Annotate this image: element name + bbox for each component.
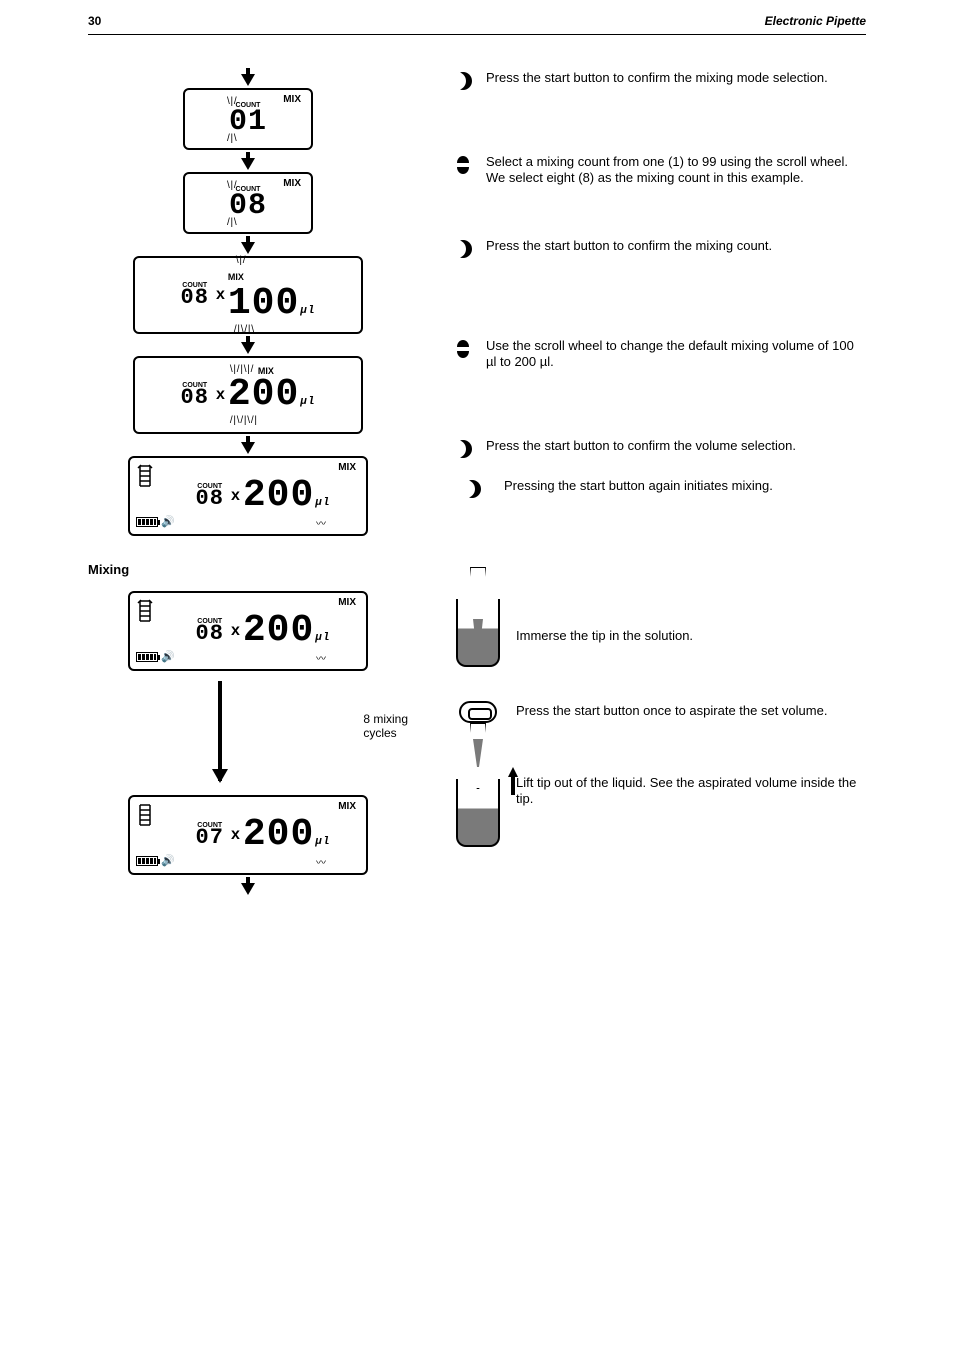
tip-icon: 〰 xyxy=(316,515,326,530)
step-text: Lift tip out of the liquid. See the aspi… xyxy=(516,775,866,808)
cycle-count-label: 8 mixing cycles xyxy=(363,712,408,740)
lcd-mixing-08: 🔊 MIX COUNT 08 x 200µl 〰 xyxy=(128,591,368,671)
sound-icon: 🔊 xyxy=(161,650,175,663)
start-button-icon xyxy=(463,480,481,498)
start-button-icon xyxy=(454,440,472,458)
header-product-label: Electronic Pipette xyxy=(765,14,866,28)
piston-indicator-icon xyxy=(136,599,154,629)
sound-icon: 🔊 xyxy=(161,515,175,528)
mix-label: MIX xyxy=(283,94,301,105)
arrow-down-icon xyxy=(241,342,255,354)
multiply-icon: x xyxy=(216,386,225,404)
count-value: 01 xyxy=(229,107,267,137)
count-value: 08 xyxy=(196,623,224,645)
step-text: Press the start button once to aspirate … xyxy=(516,703,866,719)
mix-label: MIX xyxy=(228,272,244,282)
start-button-icon xyxy=(454,72,472,90)
battery-icon xyxy=(136,652,158,662)
volume-value: 200µl xyxy=(243,816,331,854)
page-number: 30 xyxy=(88,14,101,28)
multiply-icon: x xyxy=(231,622,240,640)
arrow-down-icon xyxy=(241,74,255,86)
volume-value: 200µl xyxy=(243,477,331,515)
step-text: Use the scroll wheel to change the defau… xyxy=(486,338,866,371)
lcd-mix-count-08: MIX \ | / COUNT 08 / | \ xyxy=(183,172,313,234)
lcd-08x200-ready: 🔊 MIX COUNT 08 x 200µl 〰 xyxy=(128,456,368,536)
mix-label: MIX xyxy=(338,462,356,473)
mix-label: MIX xyxy=(258,366,306,376)
step-text: Immerse the tip in the solution. xyxy=(516,628,866,644)
volume-value: 200µl xyxy=(243,612,331,650)
tube-lifted-icon xyxy=(456,779,500,847)
count-value: 08 xyxy=(181,287,209,309)
arrow-down-icon xyxy=(241,883,255,895)
scroll-wheel-icon xyxy=(454,156,472,174)
multiply-icon: x xyxy=(231,826,240,844)
lcd-mix-count-01: MIX \ | / COUNT 01 / | \ xyxy=(183,88,313,150)
count-value: 07 xyxy=(196,827,224,849)
count-value: 08 xyxy=(229,191,267,221)
count-value: 08 xyxy=(196,488,224,510)
piston-indicator-icon xyxy=(136,803,154,833)
battery-icon xyxy=(136,517,158,527)
header-rule xyxy=(88,34,866,35)
step-text: Press the start button to confirm the mi… xyxy=(486,70,866,86)
lcd-mixing-07: 🔊 MIX COUNT 07 x 200µl 〰 xyxy=(128,795,368,875)
step-text: Press the start button to confirm the vo… xyxy=(486,438,866,454)
mix-label: MIX xyxy=(338,801,356,812)
count-value: 08 xyxy=(181,387,209,409)
step-text: Press the start button to confirm the mi… xyxy=(486,238,866,254)
tip-icon: 〰 xyxy=(316,854,326,869)
multiply-icon: x xyxy=(231,487,240,505)
arrow-down-icon xyxy=(241,442,255,454)
piston-indicator-icon xyxy=(136,464,154,494)
lcd-08x100: COUNT 08 x \ | / MIX 100µl / | \ / | \ xyxy=(133,256,363,334)
step-text: Pressing the start button again initiate… xyxy=(504,478,866,494)
scroll-wheel-icon xyxy=(454,340,472,358)
volume-value: 100µl xyxy=(228,285,316,323)
step-text: Select a mixing count from one (1) to 99… xyxy=(486,154,866,187)
lcd-08x200-edit: COUNT 08 x \ | / | \ | / MIX 200µl / | \… xyxy=(133,356,363,434)
volume-value: 200µl xyxy=(228,376,316,414)
mix-label: MIX xyxy=(338,597,356,608)
sound-icon: 🔊 xyxy=(161,854,175,867)
start-button-outline-icon xyxy=(459,701,497,723)
tube-immersed-icon xyxy=(456,599,500,667)
arrow-down-icon xyxy=(241,158,255,170)
mix-label: MIX xyxy=(283,178,301,189)
up-arrow-icon xyxy=(508,767,518,777)
long-arrow-down-icon xyxy=(218,681,222,781)
start-button-icon xyxy=(454,240,472,258)
arrow-down-icon xyxy=(241,242,255,254)
battery-icon xyxy=(136,856,158,866)
multiply-icon: x xyxy=(216,286,225,304)
tip-icon: 〰 xyxy=(316,650,326,665)
